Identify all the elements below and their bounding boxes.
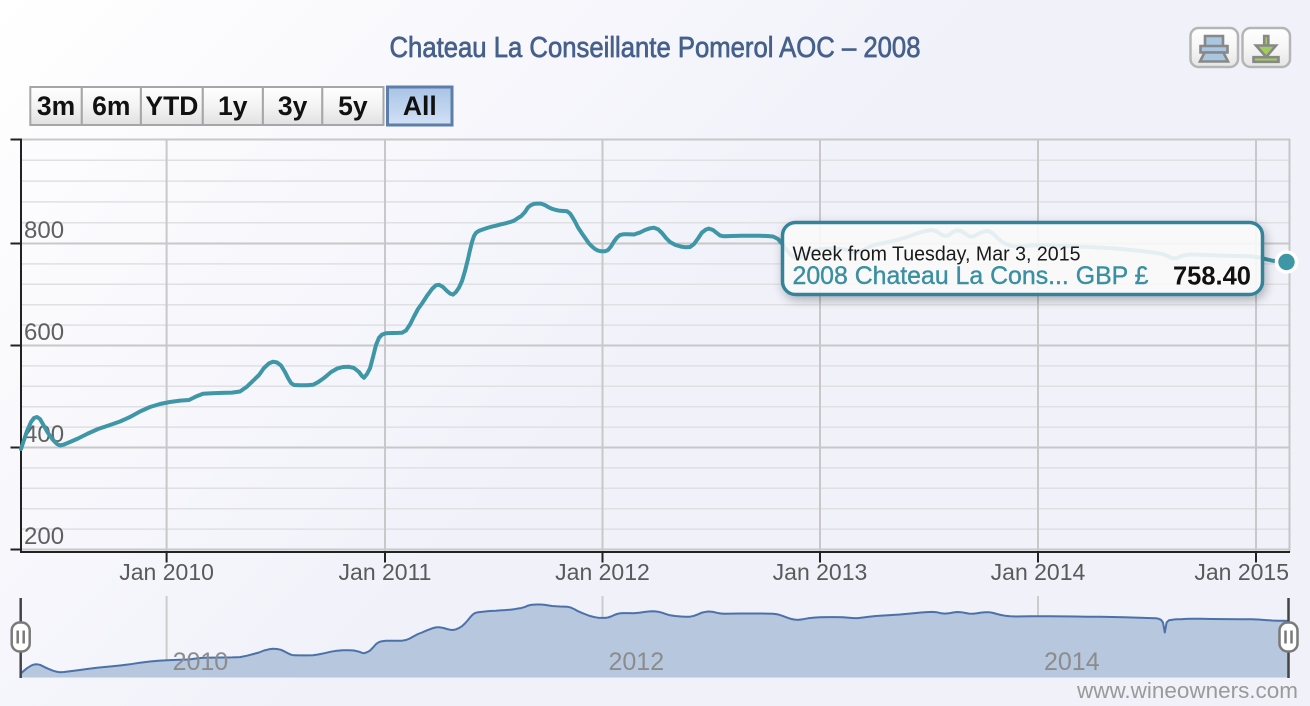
svg-text:2008 Chateau La Cons... GBP £: 2008 Chateau La Cons... GBP £ [793, 262, 1149, 290]
svg-text:2014: 2014 [1044, 648, 1100, 676]
svg-text:800: 800 [24, 217, 64, 244]
svg-text:All: All [403, 91, 437, 121]
svg-text:Jan 2010: Jan 2010 [119, 559, 214, 585]
svg-text:200: 200 [24, 523, 64, 550]
svg-text:600: 600 [24, 319, 64, 346]
svg-text:Week from Tuesday, Mar 3, 2015: Week from Tuesday, Mar 3, 2015 [793, 243, 1081, 266]
svg-text:2012: 2012 [609, 648, 665, 676]
svg-text:YTD: YTD [145, 91, 198, 121]
svg-text:6m: 6m [92, 91, 130, 121]
svg-text:1y: 1y [218, 91, 248, 121]
svg-text:Jan 2015: Jan 2015 [1194, 559, 1289, 585]
svg-text:Jan 2013: Jan 2013 [773, 559, 868, 585]
svg-text:www.wineowners.com: www.wineowners.com [1076, 678, 1298, 703]
svg-text:Jan 2014: Jan 2014 [991, 559, 1086, 585]
svg-text:5y: 5y [338, 91, 368, 121]
svg-text:758.40: 758.40 [1173, 263, 1251, 291]
svg-text:3y: 3y [278, 91, 308, 121]
svg-text:Jan 2011: Jan 2011 [339, 559, 432, 585]
svg-text:2010: 2010 [173, 648, 229, 676]
svg-text:Chateau La Conseillante Pomero: Chateau La Conseillante Pomerol AOC – 20… [390, 32, 921, 64]
svg-text:Jan 2012: Jan 2012 [555, 559, 650, 585]
svg-text:3m: 3m [37, 91, 75, 121]
